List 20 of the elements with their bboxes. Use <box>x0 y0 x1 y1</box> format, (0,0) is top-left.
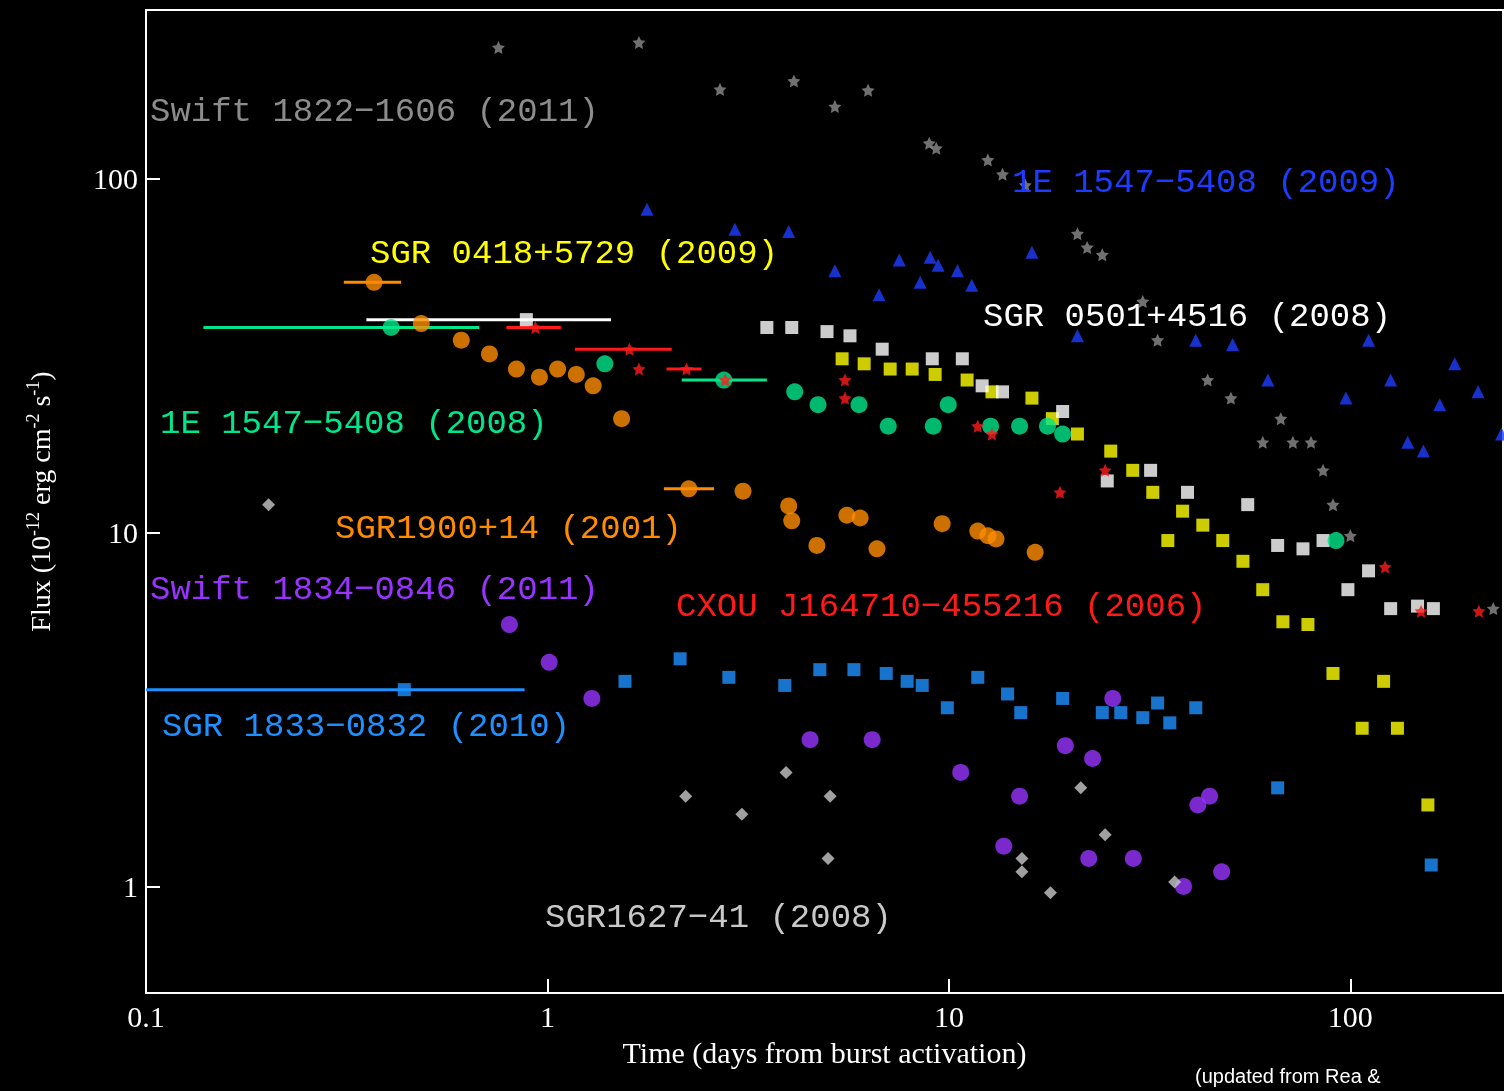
y-tick-label: 1 <box>123 869 138 903</box>
series-label: SGR1900+14 (2001) <box>335 510 682 548</box>
y-tick-label: 100 <box>93 162 138 196</box>
y-tick-label: 10 <box>108 516 138 550</box>
series-label: Swift 1822−1606 (2011) <box>150 93 599 131</box>
text: (updated from Rea & <box>1195 1065 1382 1087</box>
series-label: SGR 1833−0832 (2010) <box>162 708 571 746</box>
text: SGR 0418+5729 (2009) <box>370 235 779 273</box>
text: SGR1627−41 (2008) <box>545 899 892 937</box>
text: CXOU J164710−455216 (2006) <box>676 588 1207 626</box>
series-label: 1E 1547−5408 (2009) <box>1012 164 1400 202</box>
series-label: SGR 0501+4516 (2008) <box>983 298 1392 336</box>
y-axis-title: Flux (10-12 erg cm-2 s-1) <box>23 371 56 632</box>
x-axis-title: Time (days from burst activation) <box>622 1035 1027 1070</box>
x-tick-label: 0.1 <box>127 999 165 1033</box>
series-label: 1E 1547−5408 (2008) <box>160 405 548 443</box>
x-tick-label: 10 <box>933 999 964 1033</box>
series-label: Swift 1834−0846 (2011) <box>150 571 599 609</box>
x-tick-label: 1 <box>539 999 555 1033</box>
x-tick-label: 100 <box>1327 999 1373 1033</box>
